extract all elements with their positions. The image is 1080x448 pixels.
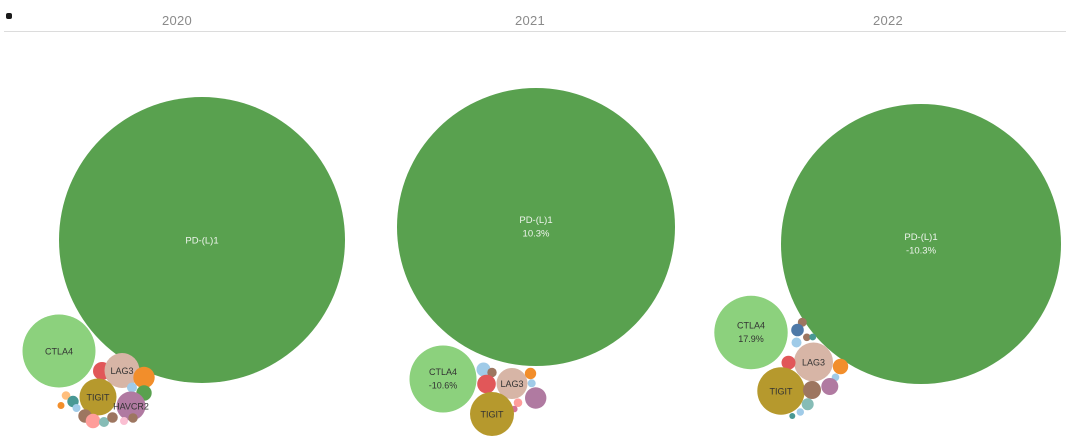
bubble-label-ctla4-2021: CTLA4 -10.6% xyxy=(429,367,458,391)
bubble-lag3-2020[interactable] xyxy=(104,353,140,388)
bubble-other-12-2022[interactable] xyxy=(796,408,804,416)
bubble-tigit-2020[interactable] xyxy=(79,378,117,416)
bubble-other-13-2022[interactable] xyxy=(789,413,796,419)
bubble-other-1-2021[interactable] xyxy=(476,362,491,377)
facet-2021: PD-(L)1 10.3% CTLA4 -10.6% LAG3 TIGIT xyxy=(397,88,675,436)
bubble-label-pd-l1-2021: PD-(L)1 10.3% xyxy=(519,215,552,240)
bubble-ctla4-2022[interactable] xyxy=(714,295,788,370)
bubble-other-4-2022[interactable] xyxy=(809,333,817,341)
bubble-ctla4-2020[interactable] xyxy=(22,314,96,388)
bubble-other-6-2022[interactable] xyxy=(781,355,796,370)
bubble-other-10-2022[interactable] xyxy=(821,378,839,395)
bubble-other-10-2020[interactable] xyxy=(85,413,101,429)
bubble-other-13-2020[interactable] xyxy=(120,417,128,425)
bubble-label-lag3-2021: LAG3 xyxy=(500,379,523,389)
bubble-lag3-2021[interactable] xyxy=(496,368,528,399)
bubble-ctla4-2021[interactable] xyxy=(409,345,477,413)
bubble-label-tigit-2021: TIGIT xyxy=(481,410,504,420)
bubble-other-5-2021[interactable] xyxy=(527,379,536,388)
header-divider xyxy=(4,31,1066,32)
bubble-other-5-2022[interactable] xyxy=(791,337,802,348)
facet-2022: PD-(L)1 -10.3% CTLA4 17.9% LAG3 TIGIT xyxy=(714,104,1061,419)
bubble-pd-l1-2020[interactable] xyxy=(59,97,345,383)
bubble-tigit-2022[interactable] xyxy=(757,367,805,415)
bullet-icon xyxy=(6,13,12,19)
bubble-other-5-2020[interactable] xyxy=(61,391,71,400)
bubble-label-ctla4-2022: CTLA4 17.9% xyxy=(737,321,765,345)
bubble-other-2-2020[interactable] xyxy=(133,366,155,389)
bubble-havcr2-2020[interactable] xyxy=(116,391,146,421)
column-header-year-1: 2020 xyxy=(161,13,193,28)
bubble-label-tigit-2020: TIGIT xyxy=(87,393,110,403)
bubble-other-2-2022[interactable] xyxy=(791,323,804,337)
bubble-tigit-2021[interactable] xyxy=(470,392,514,436)
bubble-other-9-2022[interactable] xyxy=(803,381,821,399)
bubble-label-tigit-2022: TIGIT xyxy=(770,387,793,397)
bubble-other-3-2021[interactable] xyxy=(477,374,496,394)
bubble-other-11-2020[interactable] xyxy=(99,417,109,427)
bubble-pd-l1-2022[interactable] xyxy=(781,104,1061,384)
bubble-other-14-2020[interactable] xyxy=(128,413,138,423)
bubble-other-4-2021[interactable] xyxy=(524,367,537,380)
bubble-other-6-2021[interactable] xyxy=(525,387,547,409)
bubble-label-ctla4-2020: CTLA4 xyxy=(45,347,73,357)
bubble-lag3-2022[interactable] xyxy=(794,342,833,382)
bubble-label-lag3-2020: LAG3 xyxy=(110,366,133,376)
bubble-pd-l1-2021[interactable] xyxy=(397,88,675,366)
bubble-other-7-2020[interactable] xyxy=(57,402,65,409)
column-header-year-2: 2021 xyxy=(514,13,546,28)
bubble-other-3-2020[interactable] xyxy=(127,382,137,393)
bubble-other-2-2021[interactable] xyxy=(487,367,497,378)
bubble-label-havcr2-2020: HAVCR2 xyxy=(113,402,149,412)
bubble-other-8-2020[interactable] xyxy=(72,404,81,412)
bubble-label-pd-l1-2020: PD-(L)1 xyxy=(185,236,218,247)
bubble-other-3-2022[interactable] xyxy=(803,333,811,342)
column-header-year-3: 2022 xyxy=(872,13,904,28)
bubble-other-7-2022[interactable] xyxy=(832,358,849,375)
bubble-label-pd-l1-2022: PD-(L)1 -10.3% xyxy=(904,232,937,257)
bubble-label-lag3-2022: LAG3 xyxy=(802,358,825,368)
bubble-other-11-2022[interactable] xyxy=(801,398,814,411)
bubble-other-7-2021[interactable] xyxy=(513,398,523,408)
bubble-other-12-2020[interactable] xyxy=(107,412,118,423)
